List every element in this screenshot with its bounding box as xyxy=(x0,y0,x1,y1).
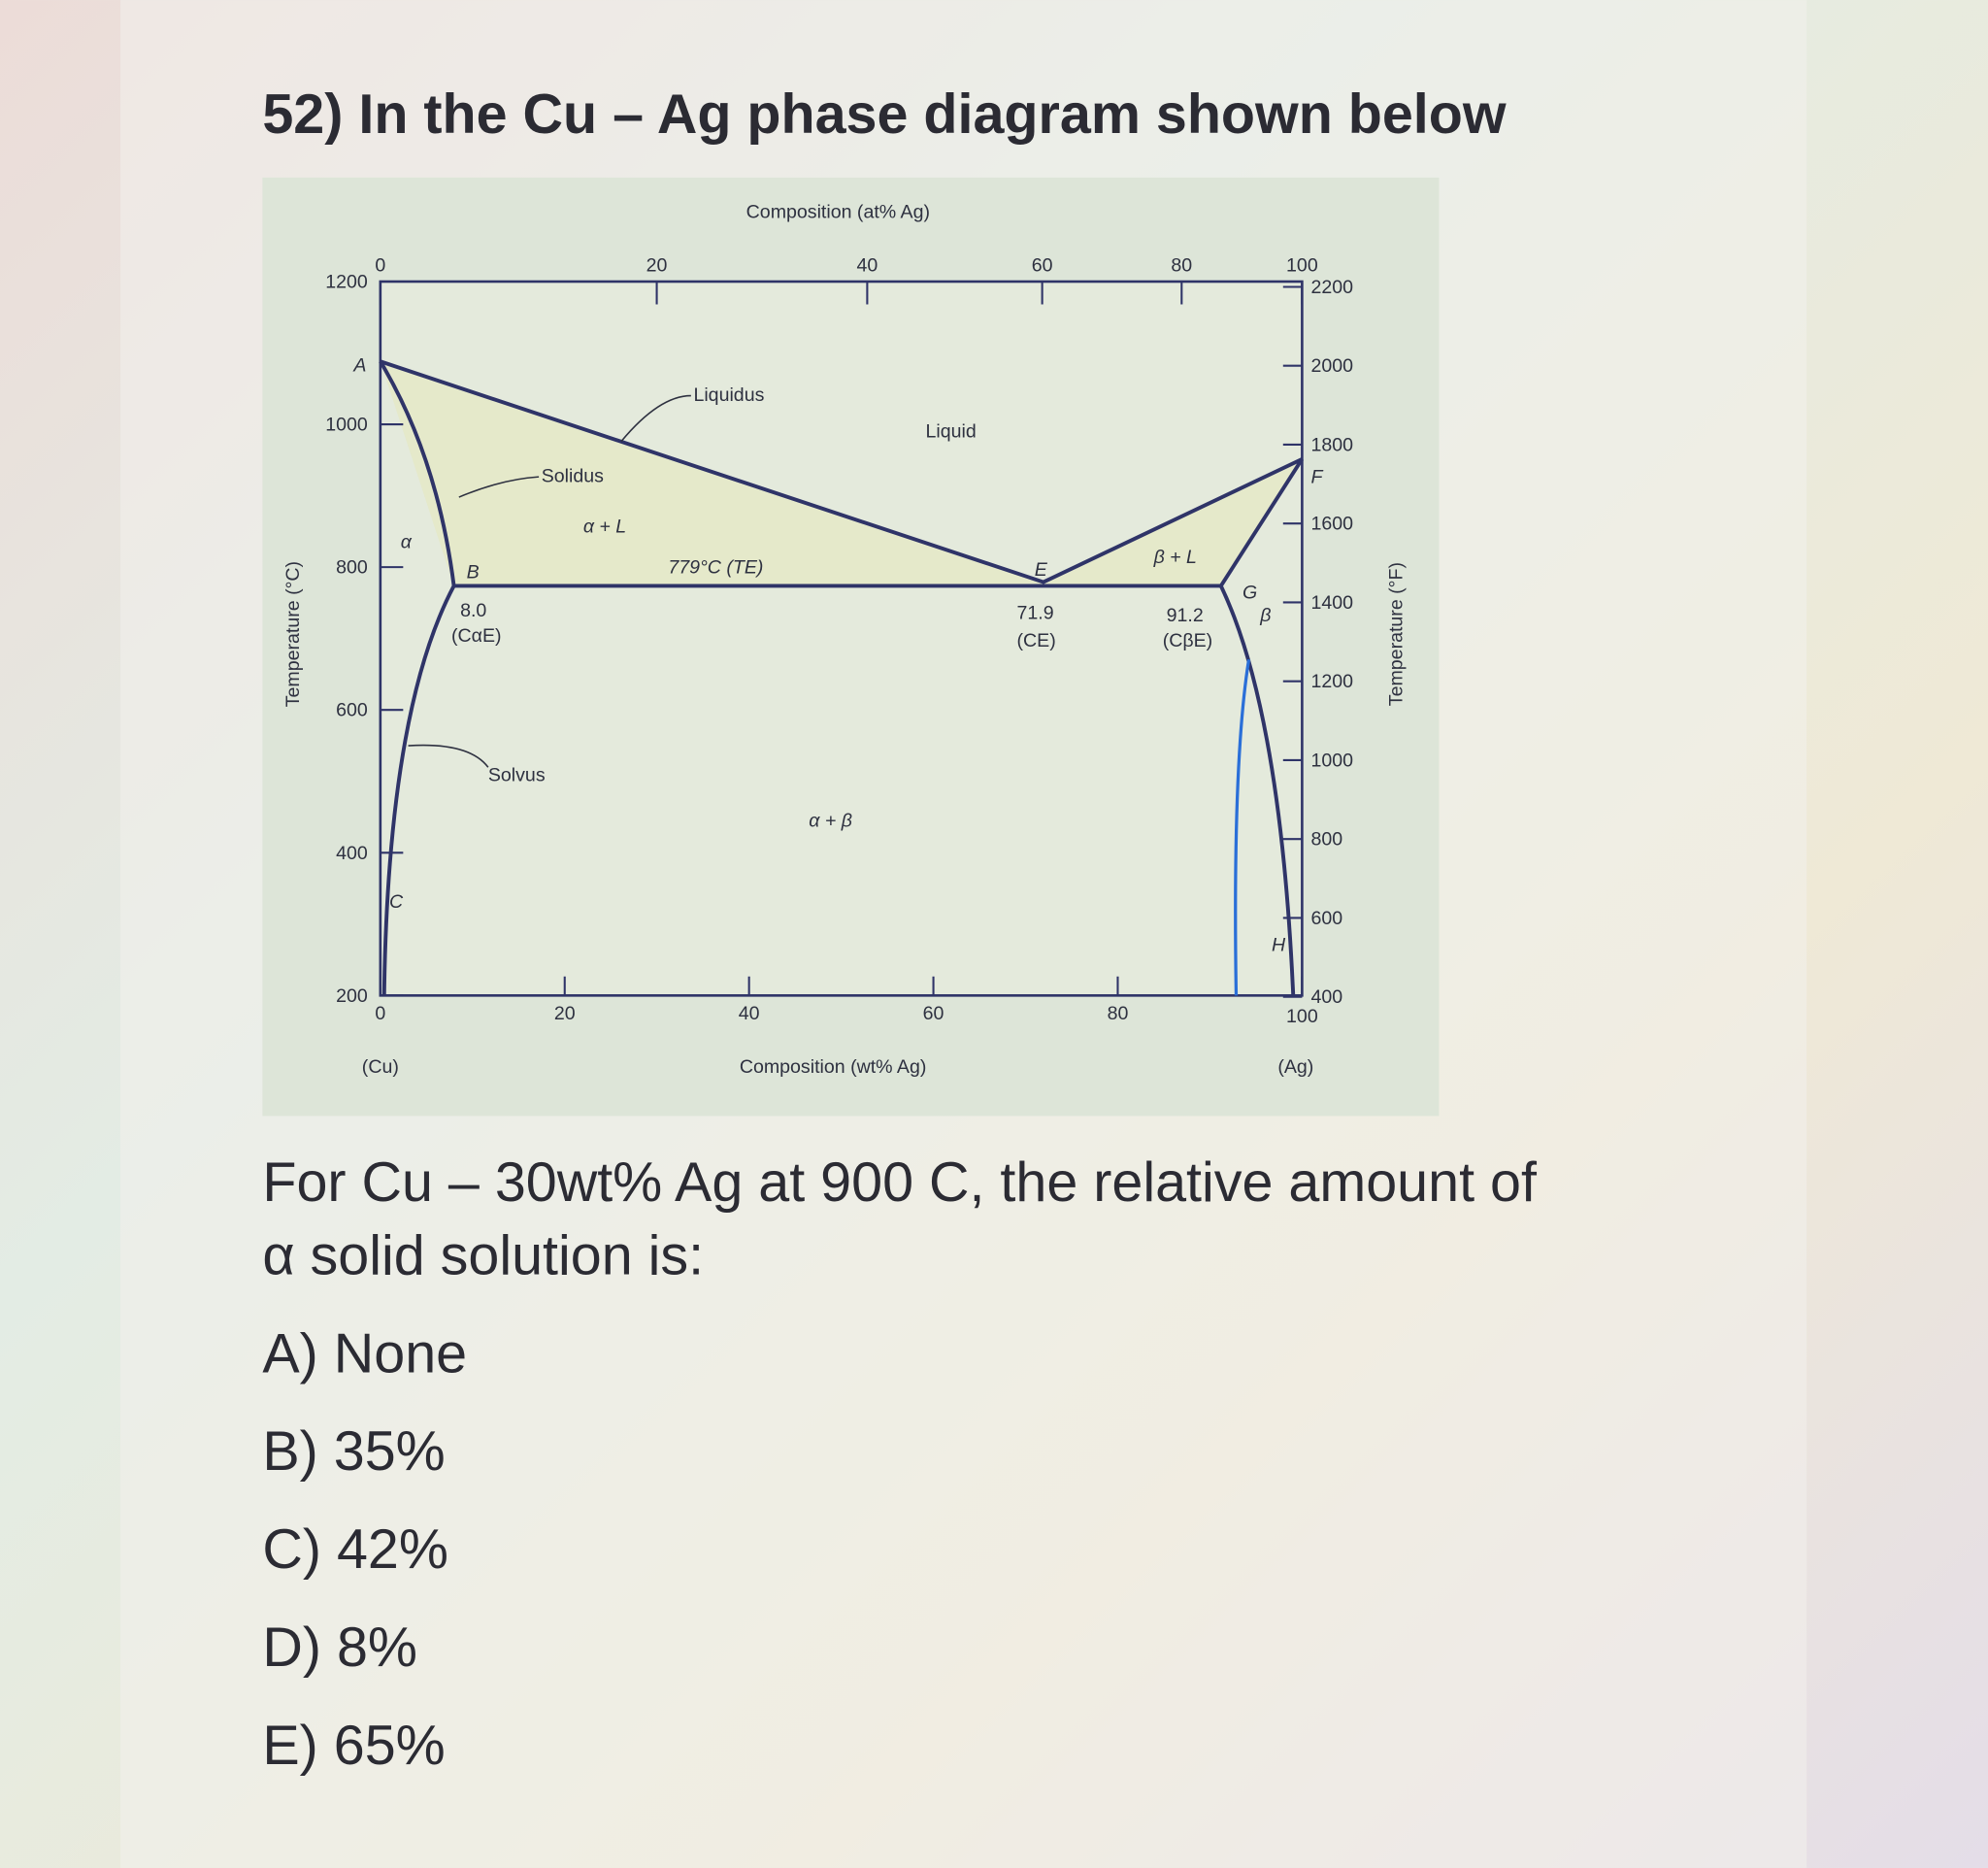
point-label: A xyxy=(352,355,366,377)
region-label: 779°C (TE) xyxy=(668,556,763,578)
region-label: α + L xyxy=(583,517,626,538)
point-label: C xyxy=(389,891,404,913)
plot-frame xyxy=(379,280,1304,997)
question-text: α solid solution is: xyxy=(262,1225,704,1287)
question-text: For Cu – 30wt% Ag at 900 C, the relative… xyxy=(262,1151,1538,1214)
right-tick-label: 1000 xyxy=(1311,750,1354,771)
bottom-tick-label: 40 xyxy=(739,1003,760,1024)
top-tick-label: 0 xyxy=(375,255,385,277)
left-tick-label: 800 xyxy=(336,557,368,579)
right-tick-label: 2200 xyxy=(1311,277,1354,298)
top-axis-label: Composition (at% Ag) xyxy=(746,202,930,223)
bottom-tick-label: 60 xyxy=(923,1003,944,1024)
leader xyxy=(408,744,489,768)
right-tick-label: 1600 xyxy=(1311,514,1354,535)
top-tick-label: 20 xyxy=(646,255,668,277)
liquidus-curve xyxy=(380,359,1304,584)
left-axis-label: Temperature (°C) xyxy=(282,561,304,707)
composition-value: 8.0 xyxy=(460,600,486,621)
answer-option: A) None xyxy=(262,1322,467,1384)
right-tick-label: 600 xyxy=(1311,908,1343,929)
right-tick-label: 1200 xyxy=(1311,671,1354,692)
bottom-tick-label: 100 xyxy=(1286,1006,1318,1027)
top-tick-label: 60 xyxy=(1032,255,1053,277)
left-tick-label: 600 xyxy=(336,700,368,721)
right-tick-label: 1400 xyxy=(1311,592,1354,614)
region-label: Solvus xyxy=(488,765,546,786)
answer-option: C) 42% xyxy=(262,1518,448,1581)
two-phase-fill xyxy=(380,361,1303,586)
composition-value: 91.2 xyxy=(1167,605,1204,626)
region-label: α xyxy=(401,531,413,552)
point-label: B xyxy=(467,562,480,584)
right-axis-label: Temperature (°F) xyxy=(1386,562,1408,706)
bottom-tick-label: 0 xyxy=(375,1003,385,1024)
top-tick-label: 80 xyxy=(1171,255,1192,277)
region-label: Liquid xyxy=(925,421,976,443)
right-tick-label: 400 xyxy=(1311,986,1343,1008)
solvus-beta xyxy=(1219,584,1296,996)
composition-label: (CE) xyxy=(1017,630,1056,651)
solidus-alpha xyxy=(379,360,456,586)
point-label: G xyxy=(1242,583,1257,604)
composition-label: (CβE) xyxy=(1163,630,1213,651)
point-label: H xyxy=(1272,935,1286,956)
leader xyxy=(458,476,540,498)
region-label: Liquidus xyxy=(693,384,764,406)
answer-option: E) 65% xyxy=(262,1715,445,1777)
point-label: E xyxy=(1035,559,1048,581)
phase-diagram: Composition (at% Ag) Composition (wt% Ag… xyxy=(262,177,1440,1117)
leader xyxy=(620,394,691,443)
end-label: (Ag) xyxy=(1277,1056,1313,1078)
right-tick-label: 2000 xyxy=(1311,355,1354,377)
question-title: 52) In the Cu – Ag phase diagram shown b… xyxy=(262,83,1507,146)
left-tick-label: 200 xyxy=(336,985,368,1007)
point-label: F xyxy=(1311,467,1324,488)
bottom-tick-label: 80 xyxy=(1108,1003,1129,1024)
left-tick-label: 400 xyxy=(336,843,368,864)
right-tick-label: 1800 xyxy=(1311,434,1354,455)
region-label: Solidus xyxy=(542,465,604,486)
top-tick-label: 100 xyxy=(1286,255,1318,277)
composition-label: (CαE) xyxy=(451,625,502,647)
end-label: (Cu) xyxy=(362,1056,399,1078)
answer-option: D) 8% xyxy=(262,1617,417,1679)
solvus-alpha xyxy=(381,584,456,996)
bottom-tick-label: 20 xyxy=(554,1003,576,1024)
region-label: β xyxy=(1259,605,1271,626)
top-tick-label: 40 xyxy=(856,255,878,277)
answer-option: B) 35% xyxy=(262,1420,445,1483)
composition-value: 71.9 xyxy=(1017,602,1054,623)
solidus-beta xyxy=(1219,457,1305,587)
right-tick-label: 800 xyxy=(1311,829,1343,851)
bottom-axis-label: Composition (wt% Ag) xyxy=(740,1056,927,1078)
left-tick-label: 1000 xyxy=(325,415,368,436)
region-label: α + β xyxy=(809,811,852,832)
region-label: β + L xyxy=(1153,547,1197,568)
left-tick-label: 1200 xyxy=(325,272,368,293)
pen-mark xyxy=(1234,658,1251,996)
